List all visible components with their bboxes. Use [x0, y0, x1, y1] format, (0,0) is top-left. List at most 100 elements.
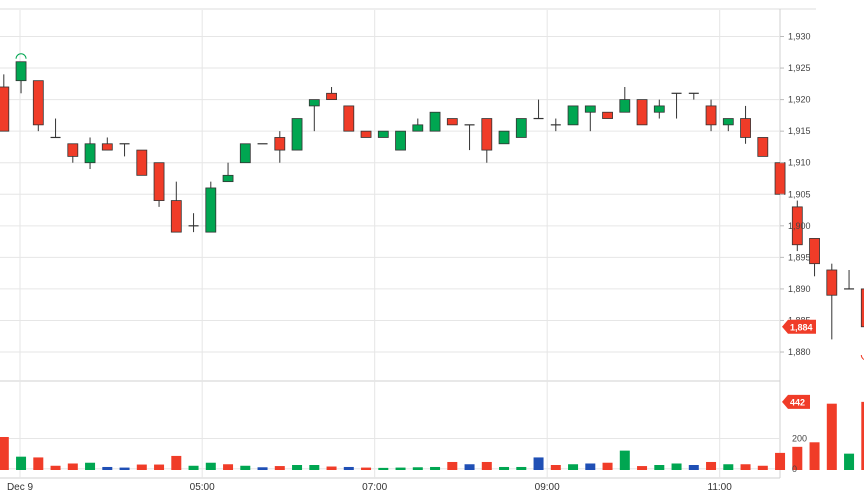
volume-bar — [188, 465, 199, 470]
candle-body — [619, 99, 631, 113]
candle-body — [498, 130, 510, 145]
volume-bar — [775, 452, 786, 470]
volume-bar — [119, 467, 130, 470]
time-axis-label: 05:00 — [190, 482, 215, 493]
volume-bar — [792, 446, 803, 470]
candle-body — [446, 118, 458, 126]
volume-bar — [740, 464, 751, 470]
volume-bar — [809, 442, 820, 470]
candle-body — [308, 99, 320, 107]
volume-bar — [671, 463, 682, 470]
volume-bar — [826, 403, 837, 470]
candle-body — [239, 143, 251, 164]
candle-body — [791, 206, 803, 246]
candle-body — [32, 80, 44, 126]
time-axis-label: 11:00 — [708, 482, 733, 493]
candle-body — [205, 187, 217, 233]
volume-pane — [0, 401, 864, 470]
volume-bar — [550, 465, 561, 470]
candle-body — [377, 130, 389, 138]
candle-body — [153, 162, 165, 201]
volume-bar — [395, 467, 406, 470]
candle-body — [222, 174, 234, 183]
volume-bar — [654, 465, 665, 470]
price-tick-label: 1,915 — [788, 126, 811, 136]
volume-bar — [326, 466, 337, 470]
volume-bar — [533, 457, 544, 470]
volume-bar — [67, 463, 78, 470]
volume-bar — [102, 466, 113, 470]
grid-layer — [0, 8, 816, 479]
candle-body — [602, 111, 613, 119]
volume-bar — [723, 464, 734, 470]
candle-body — [809, 238, 820, 265]
candle-body — [826, 269, 838, 296]
candle-body — [515, 118, 527, 138]
volume-bar — [257, 467, 268, 470]
low-marker — [860, 354, 864, 360]
volume-bar — [844, 453, 855, 470]
candle-body — [360, 130, 372, 138]
volume-bar — [619, 450, 630, 470]
volume-bar — [378, 467, 389, 470]
volume-bar — [33, 457, 44, 470]
candle-body — [481, 118, 493, 151]
candle-body — [722, 118, 734, 126]
last-volume-badge — [782, 394, 810, 409]
candle-body — [343, 105, 355, 132]
candle-body — [584, 105, 596, 113]
volume-bar — [706, 461, 717, 470]
candle-body — [136, 149, 148, 176]
price-tick-label: 1,905 — [788, 189, 811, 199]
candle-body — [653, 105, 665, 113]
candle-body — [274, 137, 286, 151]
volume-tick-label: 0 — [792, 464, 797, 474]
volume-bar — [481, 461, 492, 470]
volume-bar — [516, 466, 527, 470]
price-tick-label: 1,895 — [788, 252, 811, 262]
volume-bar — [292, 465, 303, 470]
candle-body — [567, 105, 579, 126]
volume-bar — [499, 466, 510, 470]
volume-bar — [585, 463, 596, 470]
volume-bar — [412, 467, 423, 470]
time-axis-label: Dec 9 — [7, 482, 34, 493]
high-marker — [15, 53, 27, 59]
candle-body — [0, 86, 10, 132]
price-tick-label: 1,930 — [788, 32, 811, 42]
volume-bar — [50, 465, 61, 470]
volume-bar — [136, 464, 147, 470]
volume-bar — [16, 456, 27, 470]
candle-body — [429, 111, 441, 132]
candle-body — [412, 124, 424, 132]
candle-body — [326, 92, 337, 101]
volume-bar — [361, 467, 372, 470]
time-axis-label: 07:00 — [362, 482, 387, 493]
candle-body — [636, 99, 648, 126]
volume-tick-label: 200 — [792, 434, 807, 444]
candle-body — [860, 288, 864, 328]
volume-bar — [637, 466, 648, 470]
price-tick-label: 1,880 — [788, 347, 811, 357]
volume-bar — [223, 464, 234, 470]
candle-body — [67, 143, 79, 157]
volume-bar — [861, 401, 864, 470]
candle-body — [291, 118, 303, 151]
candle-body — [757, 137, 769, 157]
volume-bar — [85, 462, 96, 470]
price-tick-label: 1,910 — [788, 158, 811, 168]
volume-bar — [274, 466, 285, 470]
volume-bar — [688, 465, 699, 470]
candle-body — [705, 105, 717, 126]
candle-body — [395, 130, 406, 151]
volume-bar — [602, 462, 613, 470]
price-tick-label: 1,900 — [788, 221, 811, 231]
volume-bar — [205, 462, 216, 470]
last-volume-label: 442 — [790, 397, 805, 407]
candle-body — [84, 143, 96, 164]
candle-body — [101, 143, 113, 151]
volume-bar — [0, 436, 9, 470]
last-price-badge — [782, 319, 816, 334]
